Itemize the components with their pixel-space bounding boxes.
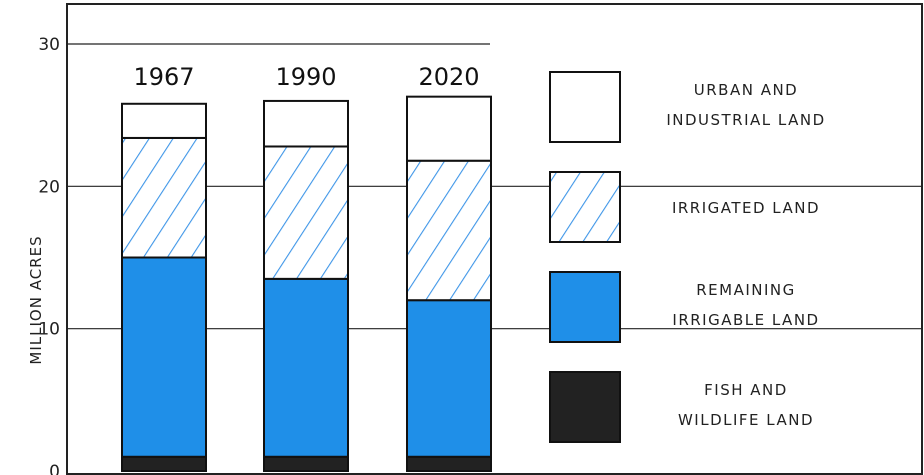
- bar-segment-irrigated-land: [263, 145, 349, 280]
- bar-segment-fish-and-wildlife-land: [263, 455, 349, 472]
- y-tick-label: 10: [38, 320, 60, 340]
- y-axis-label: MILLION ACRES: [27, 235, 45, 364]
- legend-label: URBAN AND: [694, 81, 798, 99]
- category-label: 1990: [275, 63, 336, 91]
- y-tick-label: 30: [38, 35, 60, 55]
- bar-segment-fish-and-wildlife-land: [406, 455, 492, 472]
- bar-segment-remaining-irrigable-land: [121, 256, 207, 458]
- y-tick-label: 20: [38, 177, 60, 197]
- legend-swatch-fish: [549, 371, 621, 443]
- legend: URBAN AND INDUSTRIAL LAND IRRIGATED LAND RE…: [549, 71, 825, 443]
- category-labels: 1967 1990 2020: [133, 63, 479, 91]
- y-tick-label: 0: [49, 462, 60, 475]
- legend-label: REMAINING: [696, 281, 796, 299]
- bar-segment-fish-and-wildlife-land: [121, 455, 207, 472]
- bar-segment-remaining-irrigable-land: [406, 299, 492, 458]
- bar-segment-urban-and-industrial-land: [406, 95, 492, 162]
- legend-label: IRRIGATED LAND: [672, 199, 820, 217]
- bar-segment-urban-and-industrial-land: [263, 99, 349, 148]
- chart-frame: [66, 3, 923, 475]
- legend-item-remaining: REMAINING IRRIGABLE LAND: [549, 271, 819, 343]
- bar-stack-1990: [263, 99, 349, 472]
- legend-label: WILDLIFE LAND: [678, 411, 814, 429]
- bar-stack-1967: [121, 102, 207, 472]
- legend-label: FISH AND: [704, 381, 788, 399]
- legend-item-urban: URBAN AND INDUSTRIAL LAND: [549, 71, 825, 143]
- category-label: 2020: [418, 63, 479, 91]
- legend-label: IRRIGABLE LAND: [672, 311, 819, 329]
- gridlines: [67, 43, 922, 330]
- legend-item-fish: FISH AND WILDLIFE LAND: [549, 371, 814, 443]
- legend-item-irrigated: IRRIGATED LAND: [549, 171, 820, 243]
- bar-segment-irrigated-land: [406, 159, 492, 302]
- category-label: 1967: [133, 63, 194, 91]
- legend-swatch-irrigated: [549, 171, 621, 243]
- legend-swatch-remaining: [549, 271, 621, 343]
- legend-swatch-urban: [549, 71, 621, 143]
- bar-stack-2020: [406, 95, 492, 472]
- bars: [121, 95, 492, 472]
- bar-segment-irrigated-land: [121, 136, 207, 259]
- bar-segment-urban-and-industrial-land: [121, 102, 207, 139]
- bar-segment-remaining-irrigable-land: [263, 277, 349, 458]
- y-axis-ticks: 0 10 20 30: [38, 35, 60, 475]
- legend-label: INDUSTRIAL LAND: [666, 111, 825, 129]
